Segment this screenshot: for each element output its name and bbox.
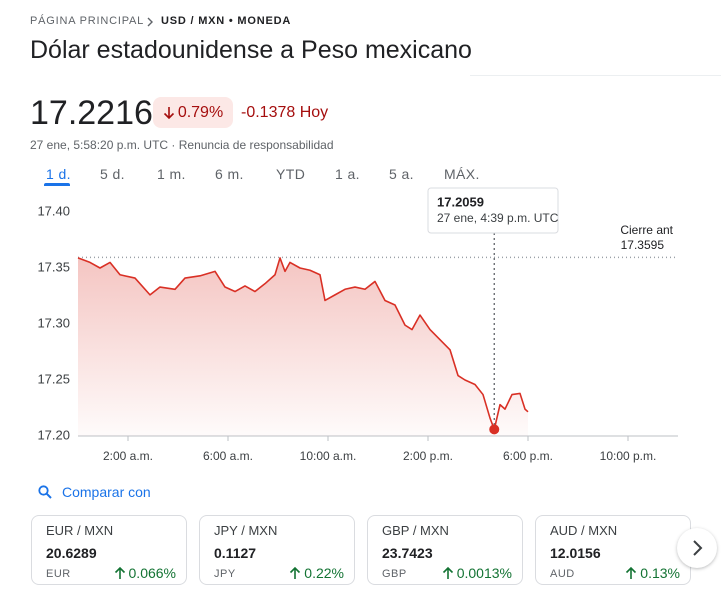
card-pair: AUD / MXN	[550, 523, 618, 538]
divider	[470, 75, 721, 76]
card-pair: GBP / MXN	[382, 523, 449, 538]
price-line	[77, 257, 529, 431]
tooltip-value: 17.2059	[437, 194, 484, 209]
range-tab[interactable]: 1 a.	[335, 166, 360, 182]
timestamp: 27 ene, 5:58:20 p.m. UTC · Renuncia de r…	[30, 138, 334, 152]
chart: 17.40 17.35 17.30 17.25 17.20 2:00 a.m. 6:00 a…	[37, 187, 678, 463]
tooltip-box	[427, 187, 559, 234]
card-code: AUD	[550, 568, 575, 580]
range-tab[interactable]: 1 d.	[46, 166, 71, 182]
up-arrow	[290, 566, 301, 579]
area	[78, 257, 528, 436]
compare-card[interactable]: JPY / MXN 0.1127 JPY 0.22%	[199, 515, 355, 585]
prev-close-value: 17.3595	[621, 238, 665, 252]
card-change-value: 0.066%	[128, 565, 176, 581]
card-code: GBP	[382, 568, 407, 580]
x-tick-label: 6:00 p.m.	[503, 449, 553, 463]
card-pair: JPY / MXN	[214, 523, 278, 538]
compare-card[interactable]: GBP / MXN 23.7423 GBP 0.0013%	[367, 515, 523, 585]
y-tick-label: 17.35	[37, 259, 70, 274]
card-code: EUR	[46, 568, 71, 580]
y-tick-label: 17.30	[37, 315, 70, 330]
x-tick-label: 2:00 a.m.	[103, 449, 153, 463]
card-change-value: 0.0013%	[456, 565, 512, 581]
range-tab[interactable]: YTD	[276, 166, 306, 182]
chevron-right	[693, 540, 703, 556]
card-code: JPY	[214, 568, 236, 580]
card-change: 0.0013%	[442, 565, 512, 581]
range-tab[interactable]: 5 a.	[389, 166, 414, 182]
card-change-value: 0.22%	[304, 565, 344, 581]
y-tick-label: 17.25	[37, 371, 70, 386]
card-price: 12.0156	[550, 545, 601, 561]
card-change: 0.22%	[289, 565, 344, 581]
tooltip-point	[489, 424, 500, 435]
breadcrumb-current: USD / MXN • MONEDA	[161, 15, 292, 27]
x-tick-label: 10:00 p.m.	[600, 449, 657, 463]
breadcrumb-home[interactable]: PÁGINA PRINCIPAL	[30, 15, 145, 27]
compare-label: Comparar con	[62, 484, 151, 500]
up-arrow	[114, 566, 125, 579]
compare-card[interactable]: EUR / MXN 20.6289 EUR 0.066%	[31, 515, 187, 585]
range-tab[interactable]: 5 d.	[100, 166, 125, 182]
prev-close-label: Cierre ant	[620, 223, 673, 237]
compare-card[interactable]: AUD / MXN 12.0156 AUD 0.13%	[535, 515, 691, 585]
change-badge: 0.79%	[153, 97, 233, 128]
tooltip-label: 27 ene, 4:39 p.m. UTC	[437, 211, 559, 225]
change-today: -0.1378 Hoy	[241, 104, 329, 121]
x-tick-label: 10:00 a.m.	[300, 449, 357, 463]
range-tab[interactable]: MÁX.	[444, 166, 480, 182]
next-button[interactable]	[677, 528, 717, 568]
y-tick-label: 17.40	[37, 203, 70, 218]
x-tick-label: 2:00 p.m.	[403, 449, 453, 463]
search-icon	[38, 485, 52, 499]
active-tab-indicator	[44, 183, 70, 186]
breadcrumb-chevron	[147, 17, 153, 27]
card-change: 0.13%	[625, 565, 680, 581]
x-tick-label: 6:00 a.m.	[203, 449, 253, 463]
page-title: Dólar estadounidense a Peso mexicano	[30, 36, 472, 64]
card-change: 0.066%	[114, 565, 176, 581]
range-tab[interactable]: 6 m.	[215, 166, 244, 182]
card-price: 20.6289	[46, 545, 97, 561]
card-change-value: 0.13%	[640, 565, 680, 581]
range-tab[interactable]: 1 m.	[157, 166, 186, 182]
change-percent: 0.79%	[177, 103, 224, 121]
card-price: 0.1127	[214, 545, 257, 561]
compare-button[interactable]: Comparar con	[38, 484, 151, 500]
up-arrow	[626, 566, 637, 579]
down-arrow	[163, 106, 174, 119]
card-pair: EUR / MXN	[46, 523, 114, 538]
price: 17.2216	[30, 94, 153, 132]
card-price: 23.7423	[382, 545, 433, 561]
up-arrow	[442, 566, 453, 579]
y-tick-label: 17.20	[37, 427, 70, 442]
